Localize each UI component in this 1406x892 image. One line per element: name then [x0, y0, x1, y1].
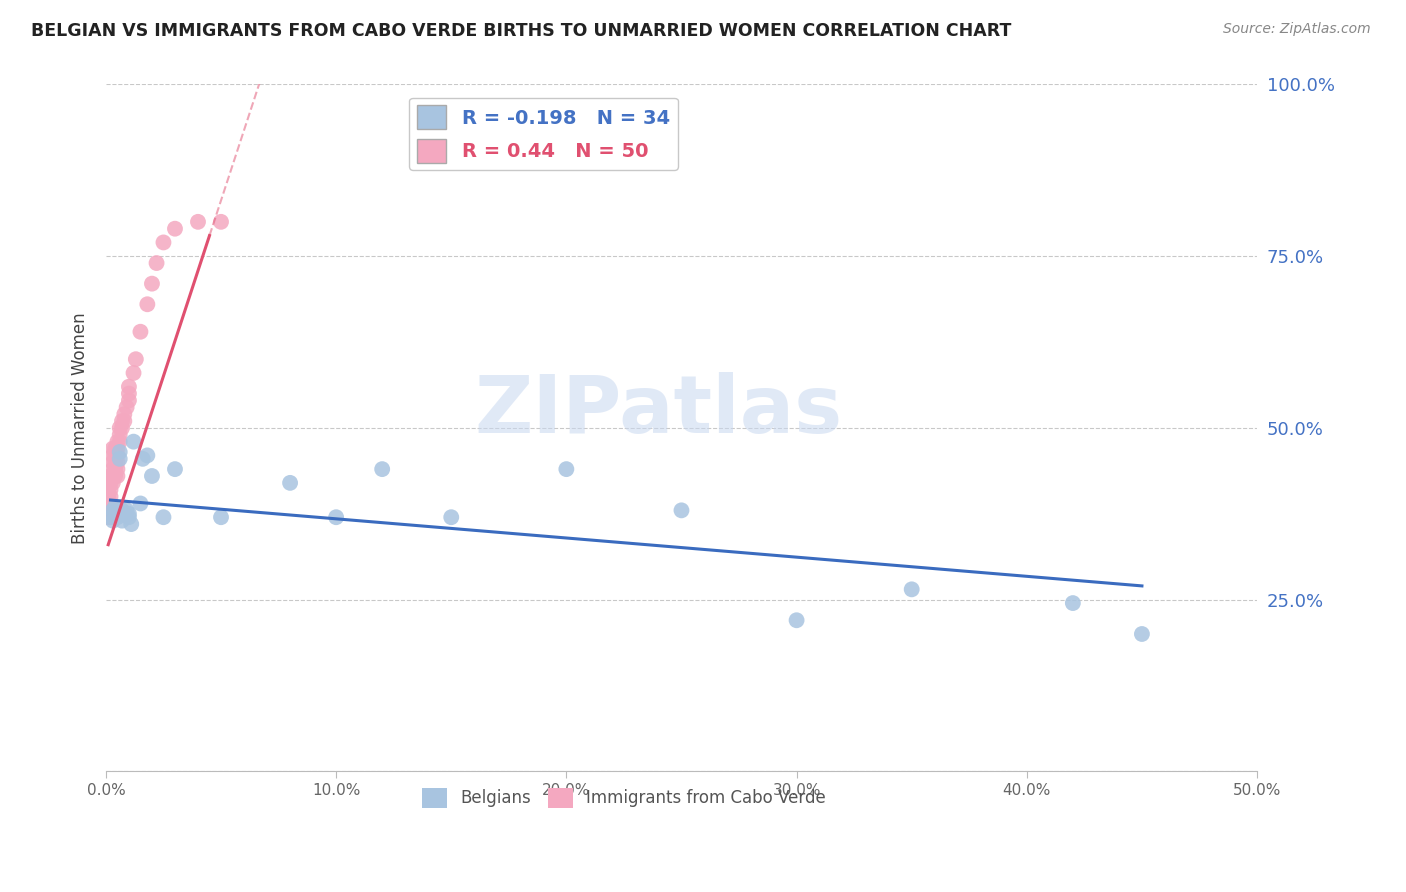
Point — [118, 386, 141, 401]
Point — [118, 507, 141, 521]
Point — [152, 510, 174, 524]
Point — [136, 449, 159, 463]
Point — [112, 414, 135, 428]
Point — [97, 483, 120, 497]
Y-axis label: Births to Unmarried Women: Births to Unmarried Women — [72, 312, 89, 544]
Point — [325, 510, 347, 524]
Point — [115, 401, 138, 415]
Point — [97, 510, 120, 524]
Point — [104, 469, 127, 483]
Point — [101, 475, 124, 490]
Point — [1062, 596, 1084, 610]
Point — [141, 469, 163, 483]
Point — [163, 462, 186, 476]
Point — [900, 582, 922, 597]
Point — [104, 442, 127, 456]
Point — [107, 434, 129, 449]
Point — [107, 503, 129, 517]
Point — [278, 475, 301, 490]
Point — [107, 462, 129, 476]
Point — [111, 414, 134, 428]
Point — [120, 517, 142, 532]
Point — [1130, 627, 1153, 641]
Point — [107, 455, 129, 469]
Point — [132, 451, 155, 466]
Point — [129, 325, 152, 339]
Point — [107, 449, 129, 463]
Text: ZIPatlas: ZIPatlas — [474, 372, 842, 450]
Point — [101, 442, 124, 456]
Point — [440, 510, 463, 524]
Point — [122, 434, 145, 449]
Point — [100, 475, 122, 490]
Point — [100, 490, 122, 504]
Point — [118, 380, 141, 394]
Point — [104, 507, 127, 521]
Point — [136, 297, 159, 311]
Point — [129, 496, 152, 510]
Point — [118, 393, 141, 408]
Point — [97, 503, 120, 517]
Point — [163, 221, 186, 235]
Point — [671, 503, 693, 517]
Point — [104, 462, 127, 476]
Legend: Belgians, Immigrants from Cabo Verde: Belgians, Immigrants from Cabo Verde — [415, 780, 832, 814]
Point — [97, 496, 120, 510]
Point — [100, 496, 122, 510]
Point — [555, 462, 578, 476]
Point — [111, 503, 134, 517]
Point — [97, 490, 120, 504]
Point — [101, 455, 124, 469]
Point — [107, 510, 129, 524]
Point — [118, 510, 141, 524]
Point — [104, 449, 127, 463]
Point — [786, 613, 808, 627]
Point — [141, 277, 163, 291]
Point — [101, 462, 124, 476]
Point — [115, 503, 138, 517]
Point — [152, 235, 174, 250]
Point — [101, 503, 124, 517]
Text: Source: ZipAtlas.com: Source: ZipAtlas.com — [1223, 22, 1371, 37]
Point — [101, 469, 124, 483]
Point — [104, 455, 127, 469]
Point — [101, 514, 124, 528]
Point — [122, 366, 145, 380]
Point — [112, 507, 135, 521]
Point — [111, 421, 134, 435]
Point — [371, 462, 394, 476]
Point — [101, 449, 124, 463]
Point — [111, 514, 134, 528]
Text: BELGIAN VS IMMIGRANTS FROM CABO VERDE BIRTHS TO UNMARRIED WOMEN CORRELATION CHAR: BELGIAN VS IMMIGRANTS FROM CABO VERDE BI… — [31, 22, 1011, 40]
Point — [100, 469, 122, 483]
Point — [125, 352, 148, 367]
Point — [100, 510, 122, 524]
Point — [104, 500, 127, 514]
Point — [100, 503, 122, 517]
Point — [107, 469, 129, 483]
Point — [209, 215, 232, 229]
Point — [187, 215, 209, 229]
Point — [112, 407, 135, 421]
Point — [107, 442, 129, 456]
Point — [108, 427, 131, 442]
Point — [108, 434, 131, 449]
Point — [108, 445, 131, 459]
Point — [100, 510, 122, 524]
Point — [108, 421, 131, 435]
Point — [108, 451, 131, 466]
Point — [100, 483, 122, 497]
Point — [145, 256, 167, 270]
Point — [209, 510, 232, 524]
